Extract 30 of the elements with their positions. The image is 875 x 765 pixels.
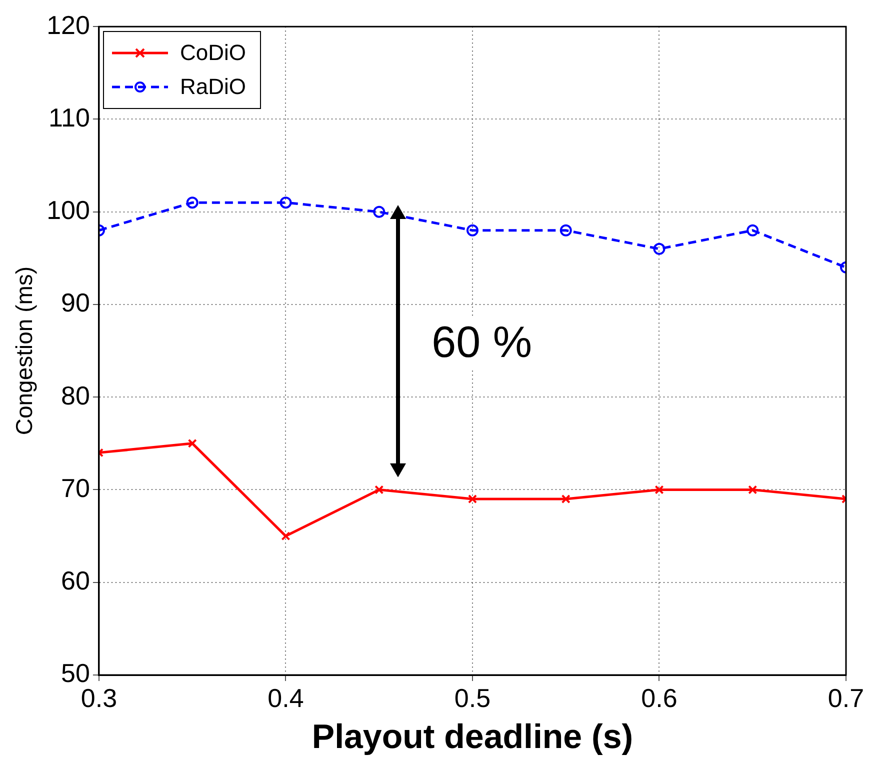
- y-tick-label: 100: [46, 195, 90, 226]
- point: [281, 532, 290, 541]
- y-tick-label: 60: [61, 566, 90, 596]
- annotation: 60 %: [428, 318, 536, 368]
- y-axis-title: Congestion (ms): [11, 266, 38, 436]
- y-tick-label: 110: [48, 102, 90, 132]
- y-tick-label: 70: [61, 472, 90, 503]
- legend-label: CoDiO: [180, 40, 246, 66]
- point: [560, 224, 572, 236]
- point: [654, 485, 664, 494]
- point: [561, 494, 570, 504]
- legend-label: RaDiO: [180, 74, 246, 100]
- x-tick-label: 0.6: [641, 682, 678, 713]
- x-axis-title: Playout deadline (s): [312, 718, 634, 756]
- y-tick-label: 80: [61, 380, 90, 410]
- point: [746, 224, 759, 236]
- point: [374, 485, 384, 494]
- point: [468, 494, 478, 504]
- y-tick-label: 90: [61, 288, 90, 318]
- x-tick-label: 0.7: [828, 682, 864, 713]
- point: [653, 242, 666, 255]
- x-tick-label: 0.5: [454, 682, 491, 713]
- point: [188, 438, 197, 448]
- y-tick-label: 120: [46, 10, 90, 40]
- point: [373, 206, 386, 218]
- point: [748, 485, 758, 494]
- point: [466, 224, 478, 236]
- x-tick-label: 0.4: [268, 682, 304, 713]
- point: [186, 196, 198, 209]
- point: [280, 196, 292, 209]
